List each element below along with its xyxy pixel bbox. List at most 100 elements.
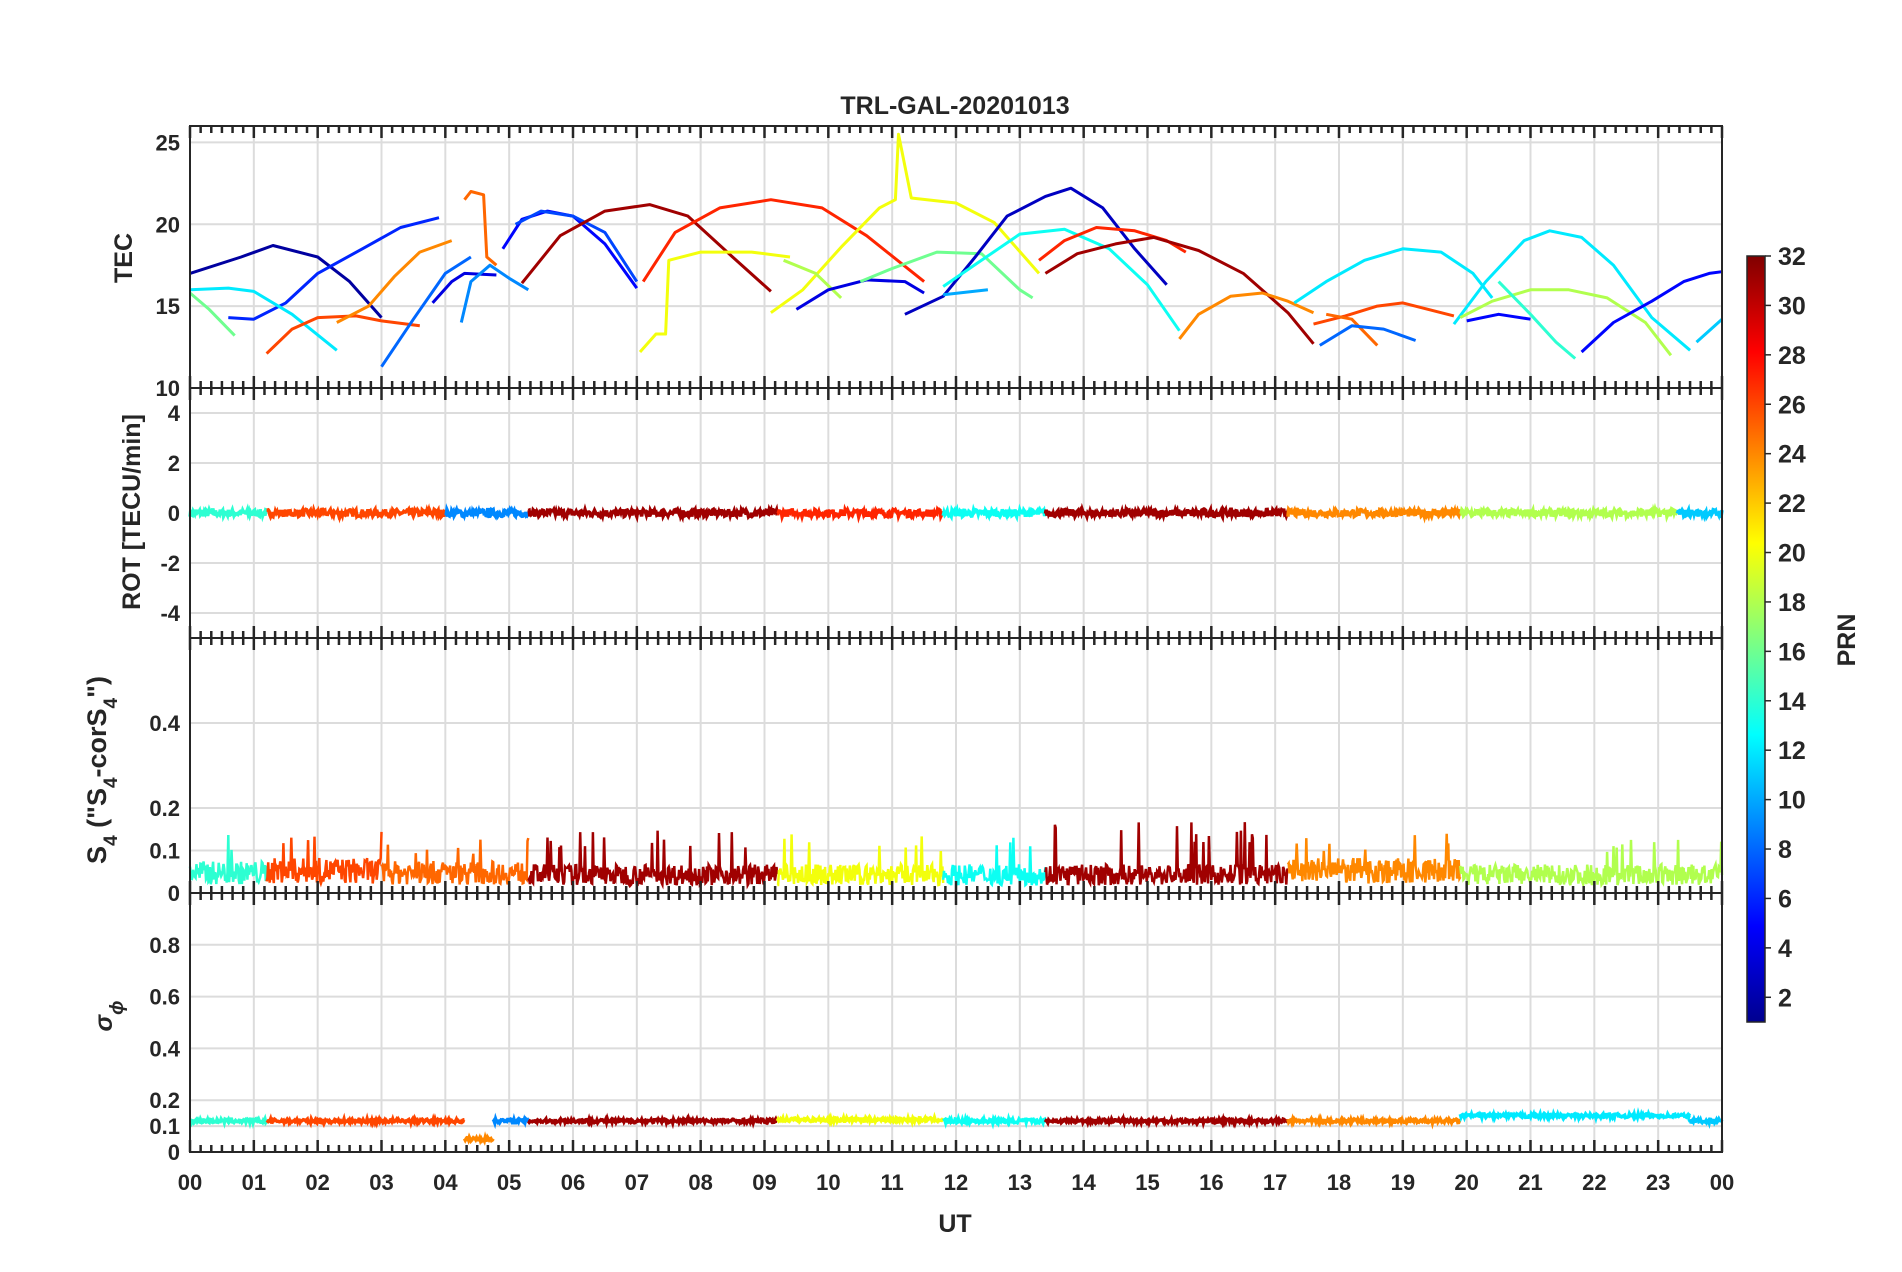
panel-1-ytick-label: -2 — [160, 551, 180, 576]
panel-1-trace — [188, 503, 268, 523]
panel-3-trace — [1286, 1112, 1462, 1130]
panels: 10152025-4-202400.10.20.400.10.20.40.60.… — [149, 125, 1724, 1165]
panel-2-trace — [1459, 839, 1724, 889]
ylabel-s4: S4 ("S4-corS4") — [82, 676, 122, 864]
panel-0-grid — [190, 126, 1722, 389]
x-tick-label: 18 — [1327, 1170, 1351, 1195]
tec-series-line — [1325, 312, 1379, 347]
panel-3-ytick-label: 0.1 — [149, 1114, 180, 1139]
x-axis-label: UT — [938, 1210, 971, 1238]
panel-2-ytick-label: 0.2 — [149, 796, 180, 821]
panel-3-trace — [1043, 1112, 1290, 1130]
colorbar-tick-label: 4 — [1778, 935, 1792, 963]
tec-series-line — [1452, 229, 1692, 352]
tec-series-line — [1466, 312, 1531, 323]
x-tick-label: 07 — [625, 1170, 649, 1195]
panel-3-trace — [491, 1112, 530, 1130]
panel-2-ytick-label: 0.4 — [149, 711, 180, 736]
panel-3-trace — [462, 1131, 495, 1146]
x-tick-label: 08 — [688, 1170, 712, 1195]
panel-2-trace — [380, 837, 530, 886]
x-tick-label: 05 — [497, 1170, 521, 1195]
tec-series-line — [795, 278, 925, 311]
panel-3-data — [189, 1107, 1724, 1146]
ylabel-rot: ROT [TECU/min] — [118, 414, 146, 610]
panel-0-ytick-label: 25 — [156, 130, 180, 155]
panel-3-trace — [775, 1111, 945, 1128]
panel-3-ytick-label: 0.4 — [149, 1036, 180, 1061]
tec-series-line — [514, 209, 639, 283]
tec-series-line — [189, 291, 236, 337]
tec-series-line — [1497, 280, 1577, 360]
panel-3: 00.10.2 0.4 0.6 0.8 — [149, 892, 1724, 1165]
panel-1-trace — [1459, 502, 1679, 523]
tec-series-line — [265, 314, 420, 355]
panel-3-trace — [526, 1112, 779, 1130]
tec-series-line — [859, 250, 1034, 300]
tec-series-line — [336, 239, 453, 324]
panel-3-xticks — [188, 893, 1724, 1152]
panel-2-trace — [1044, 822, 1290, 888]
panel-1-data — [188, 502, 1724, 524]
panel-1-trace — [1675, 503, 1724, 523]
panel-1-trace — [444, 503, 529, 522]
x-tick-labels: 00 01 02 03 04 05 06 07 08 09 10 11 12 13 14 15 16 17 18 19… — [178, 1170, 1734, 1195]
panel-1-ytick-label: 0 — [168, 501, 180, 526]
tec-series-line — [1293, 247, 1494, 305]
tec-series-line — [189, 244, 383, 319]
panel-3-trace — [189, 1113, 268, 1130]
x-tick-label: 00 — [178, 1170, 202, 1195]
colorbar-tick-label: 22 — [1778, 490, 1806, 518]
x-tick-label: 10 — [816, 1170, 840, 1195]
colorbar-tick-label: 16 — [1778, 638, 1806, 666]
tec-series-line — [904, 186, 1168, 316]
colorbar-tick-label: 14 — [1778, 688, 1806, 716]
panel-3-ytick-label: 0.2 — [149, 1088, 180, 1113]
colorbar-tick-label: 30 — [1778, 292, 1806, 320]
tec-series-line — [1044, 235, 1315, 345]
panel-2: 0 0.1 0.2 0.4 — [149, 637, 1724, 906]
panel-2-trace — [265, 831, 383, 888]
panel-2-grid — [190, 638, 1722, 894]
x-tick-label: 11 — [881, 1170, 904, 1195]
x-tick-label: 03 — [369, 1170, 393, 1195]
colorbar-tick-label: 18 — [1778, 589, 1806, 617]
x-tick-label: 02 — [305, 1170, 329, 1195]
colorbar-tick-label: 28 — [1778, 342, 1806, 370]
colorbar-tick-label: 8 — [1778, 836, 1792, 864]
colorbar-gradient — [1746, 255, 1766, 1023]
x-tick-label: 09 — [752, 1170, 776, 1195]
colorbar-tick-label: 6 — [1778, 885, 1792, 913]
panel-3-ytick-label: 0 — [168, 1140, 180, 1165]
panel-2-trace — [1286, 833, 1462, 885]
x-tick-label: 13 — [1008, 1170, 1032, 1195]
x-tick-label: 06 — [561, 1170, 585, 1195]
tec-series-line — [638, 250, 791, 353]
tec-series-line — [1695, 318, 1724, 344]
panel-1-xticks — [188, 388, 1724, 638]
colorbar-label: PRN — [1833, 614, 1861, 667]
tec-series-line — [943, 288, 989, 297]
x-tick-label: 19 — [1391, 1170, 1415, 1195]
panel-2-trace — [776, 834, 945, 888]
panel-3-trace — [1688, 1114, 1724, 1129]
panel-2-trace — [527, 830, 779, 890]
panel-2-xticks — [188, 638, 1724, 893]
panel-1-ytick-label: 4 — [168, 401, 181, 426]
tec-series-line — [189, 286, 338, 352]
panel-1-trace — [776, 503, 944, 524]
panel-3-trace — [265, 1112, 466, 1130]
panel-1-trace — [266, 503, 447, 524]
colorbar-tick-label: 32 — [1778, 243, 1806, 271]
x-tick-label: 04 — [433, 1170, 458, 1195]
colorbar-tick-label: 24 — [1778, 441, 1806, 469]
x-tick-label: 23 — [1646, 1170, 1670, 1195]
panel-1: -4 -2 0 2 4 — [160, 387, 1724, 639]
tec-series-line — [228, 216, 440, 321]
tec-series-line — [1459, 288, 1673, 357]
panel-1-trace — [1286, 503, 1462, 524]
panel-0: 10 15 20 25 — [156, 125, 1724, 401]
tec-series-line — [520, 203, 772, 293]
